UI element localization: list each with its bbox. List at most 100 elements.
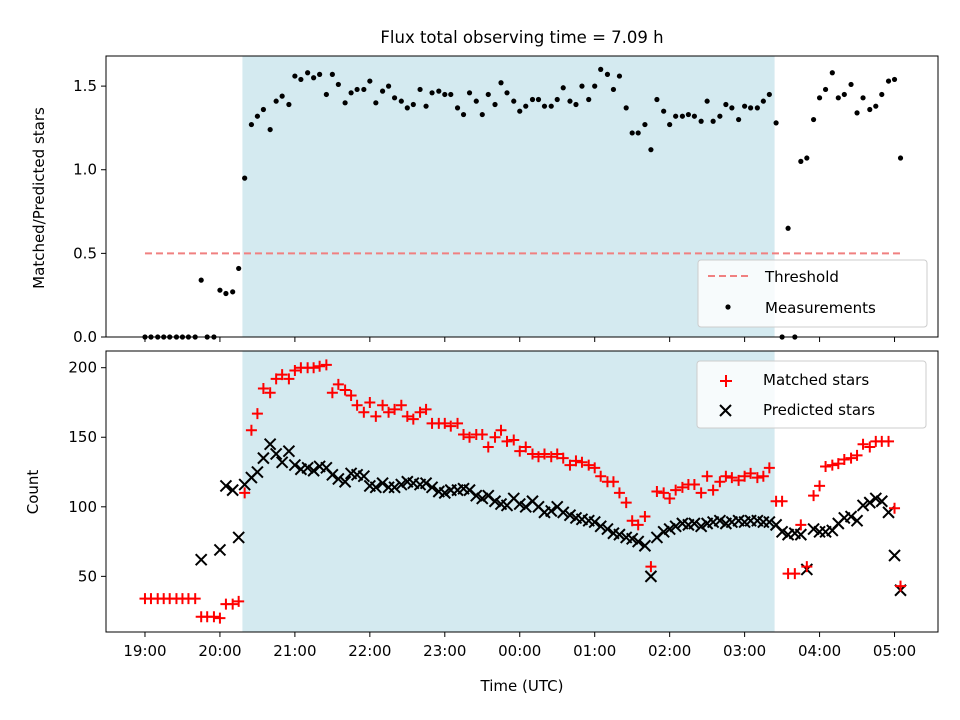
y-tick-label: 0.5 xyxy=(73,244,97,262)
measurement-point xyxy=(698,118,704,124)
x-axis-ticks: 19:00 20:00 21:00 22:00 23:00 00:00 01:00 02:00… xyxy=(123,632,916,660)
measurement-point xyxy=(529,96,536,103)
measurement-point xyxy=(454,105,461,111)
matched-stars-series xyxy=(139,359,907,624)
y-tick-label: 200 xyxy=(68,359,97,377)
measurement-point xyxy=(311,75,317,81)
matched-stars-point xyxy=(482,441,494,453)
matched-stars-point xyxy=(358,406,370,418)
count-y-axis-label: Count xyxy=(24,470,42,515)
measurement-point xyxy=(822,86,829,93)
measurement-point xyxy=(267,126,273,133)
legend-matched-marker xyxy=(720,375,732,387)
legend-matched-label: Matched stars xyxy=(763,371,869,389)
measurement-point xyxy=(829,70,835,76)
matched-stars-point xyxy=(270,373,282,385)
matched-stars-point xyxy=(452,417,464,429)
measurement-point xyxy=(854,110,860,116)
predicted-stars-point xyxy=(557,506,570,519)
measurement-point xyxy=(460,111,467,118)
measurement-point xyxy=(498,80,504,86)
predicted-stars-point xyxy=(232,531,245,544)
count-panel-frame xyxy=(105,350,939,633)
measurement-point xyxy=(298,76,304,83)
x-tick-label: 05:00 xyxy=(873,642,916,660)
matched-stars-point xyxy=(526,448,538,460)
matched-stars-point xyxy=(745,467,757,479)
matched-stars-point xyxy=(570,455,582,467)
predicted-stars-point xyxy=(631,535,645,548)
measurement-point xyxy=(710,118,716,124)
measurement-point xyxy=(473,98,479,104)
matched-stars-point xyxy=(557,452,569,464)
count-panel-y-axis: 50 100 150 200 xyxy=(68,359,106,585)
matched-stars-point xyxy=(751,472,763,484)
matched-stars-point xyxy=(476,428,488,440)
measurement-point xyxy=(785,225,791,231)
matched-stars-point xyxy=(320,359,332,371)
measurement-point xyxy=(404,105,410,111)
matched-stars-point xyxy=(326,387,338,399)
matched-stars-point xyxy=(739,470,751,482)
predicted-stars-point xyxy=(875,495,888,508)
measurement-point xyxy=(466,90,473,96)
measurement-point xyxy=(479,111,485,118)
x-tick-label: 20:00 xyxy=(198,642,241,660)
x-tick-label: 02:00 xyxy=(648,642,691,660)
predicted-stars-point xyxy=(850,514,864,527)
measurement-point xyxy=(879,91,885,98)
measurement-point xyxy=(230,289,236,295)
matched-stars-point xyxy=(595,470,607,482)
matched-stars-point xyxy=(589,462,601,474)
predicted-stars-point xyxy=(326,468,339,482)
predicted-stars-point xyxy=(476,492,489,505)
predicted-stars-point xyxy=(869,492,882,505)
matched-stars-point xyxy=(720,470,732,482)
measurement-point xyxy=(648,147,654,153)
y-tick-label: 100 xyxy=(68,498,97,516)
measurement-point xyxy=(560,85,566,91)
predicted-stars-point xyxy=(275,456,289,469)
predicted-stars-point xyxy=(638,539,652,552)
measurement-point xyxy=(848,81,854,88)
matched-stars-point xyxy=(707,484,719,496)
matched-stars-point xyxy=(583,459,595,471)
matched-stars-point xyxy=(757,470,769,482)
predicted-stars-point xyxy=(601,522,614,536)
measurement-point xyxy=(867,106,873,113)
predicted-stars-point xyxy=(807,522,820,536)
measurement-point xyxy=(729,105,735,111)
predicted-stars-point xyxy=(613,528,626,541)
measurement-point xyxy=(223,290,229,297)
measurement-point xyxy=(348,90,354,96)
measurement-point xyxy=(279,93,285,99)
measurement-point xyxy=(635,130,641,136)
matched-stars-point xyxy=(495,424,507,436)
measurement-point xyxy=(860,95,866,101)
matched-stars-point xyxy=(789,568,801,580)
measurement-point xyxy=(236,265,242,272)
predicted-stars-point xyxy=(269,447,283,461)
matched-stars-point xyxy=(651,486,663,497)
matched-stars-point xyxy=(227,598,239,610)
measurement-point xyxy=(254,113,261,119)
measurement-point xyxy=(398,98,404,104)
measurement-point xyxy=(198,277,204,283)
matched-stars-point xyxy=(489,431,501,443)
predicted-stars-point xyxy=(763,515,776,529)
measurement-point xyxy=(373,100,379,106)
measurement-point xyxy=(679,113,686,119)
measurement-point xyxy=(723,101,729,108)
matched-stars-point xyxy=(377,399,389,411)
y-tick-label: 150 xyxy=(68,428,97,446)
matched-stars-point xyxy=(670,484,682,496)
matched-stars-point xyxy=(676,481,688,493)
matched-stars-point xyxy=(620,497,632,509)
matched-stars-point xyxy=(845,452,857,464)
measurement-point xyxy=(354,86,360,93)
matched-stars-point xyxy=(351,399,363,411)
matched-stars-point xyxy=(688,479,700,491)
measurement-point xyxy=(604,71,611,77)
predicted-stars-point xyxy=(794,528,808,541)
